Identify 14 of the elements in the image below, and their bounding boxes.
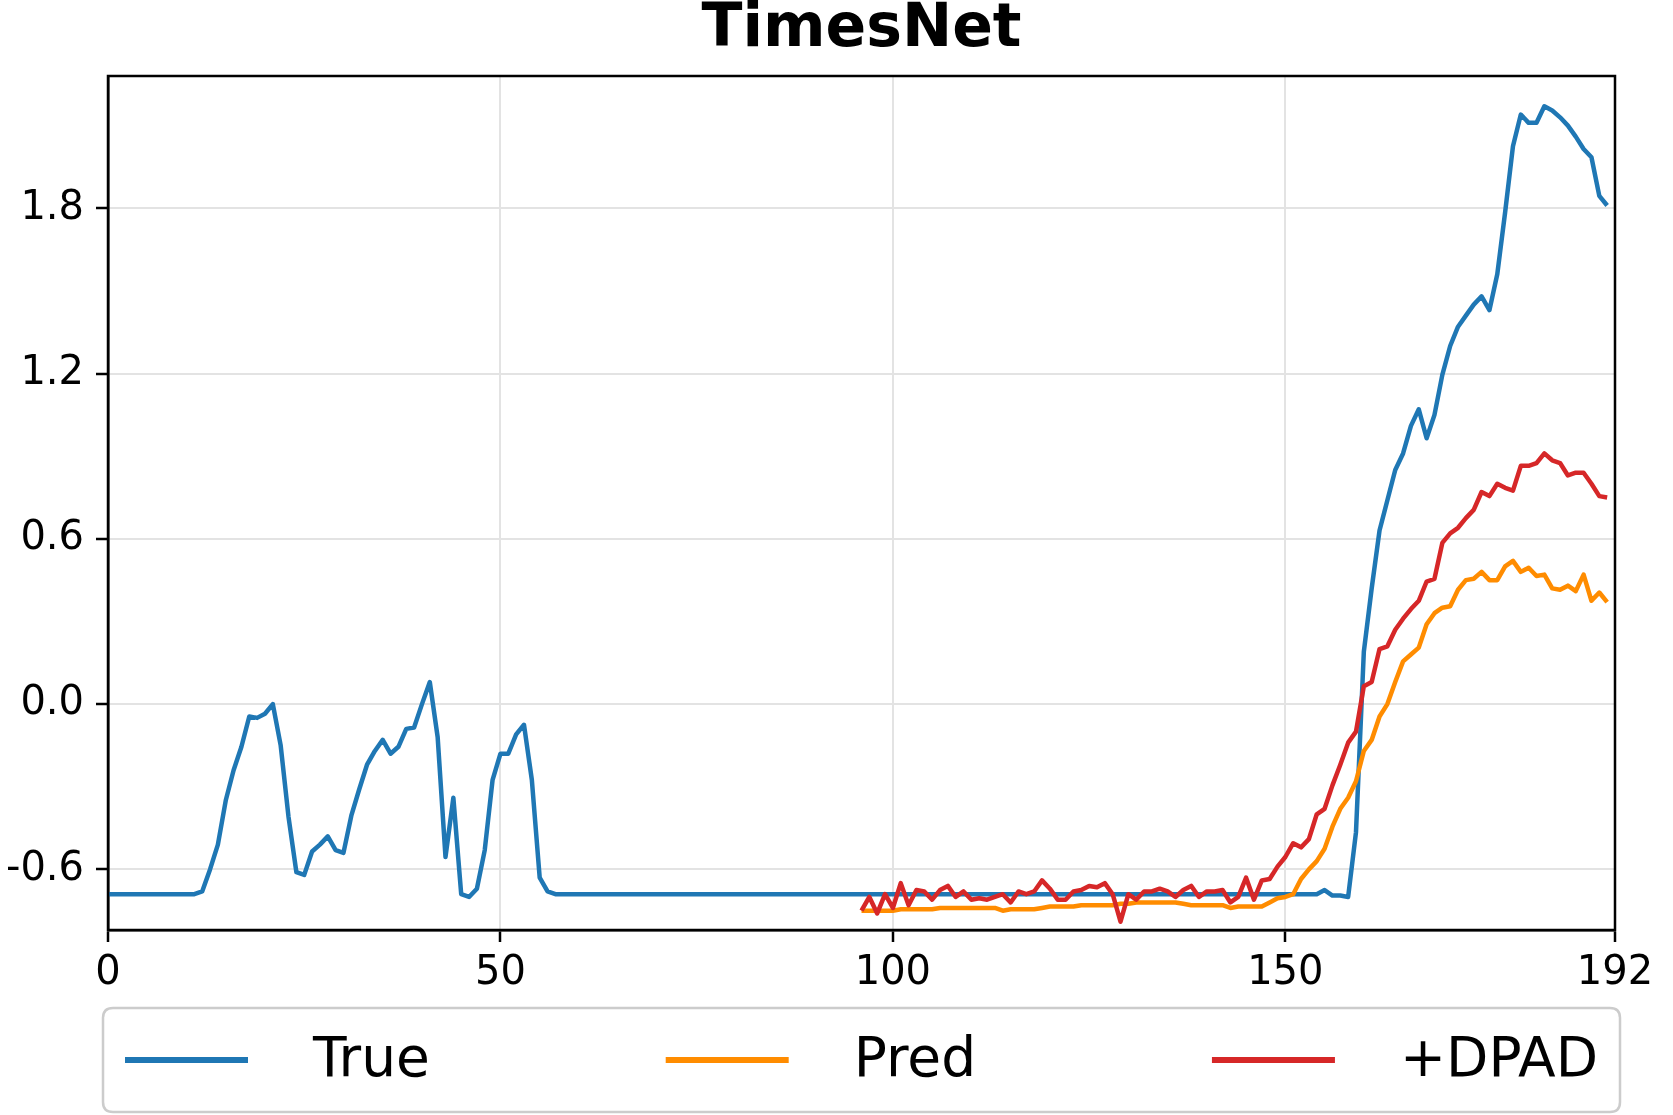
x-tick-label: 192 bbox=[1576, 947, 1654, 994]
x-tick-label: 150 bbox=[1247, 947, 1324, 994]
legend-label: +DPAD bbox=[1399, 1025, 1598, 1090]
y-tick-label: 0.6 bbox=[20, 512, 84, 559]
legend-label: Pred bbox=[853, 1025, 977, 1090]
y-tick-label: -0.6 bbox=[5, 842, 84, 889]
legend-label: True bbox=[312, 1025, 430, 1090]
chart-title: TimesNet bbox=[701, 0, 1022, 60]
y-tick-label: 1.8 bbox=[20, 181, 84, 228]
y-tick-label: 0.0 bbox=[20, 677, 84, 724]
x-tick-label: 100 bbox=[854, 947, 932, 994]
y-tick-label: 1.2 bbox=[20, 346, 84, 393]
x-tick-label: 0 bbox=[95, 947, 121, 994]
x-tick-label: 50 bbox=[474, 947, 526, 994]
